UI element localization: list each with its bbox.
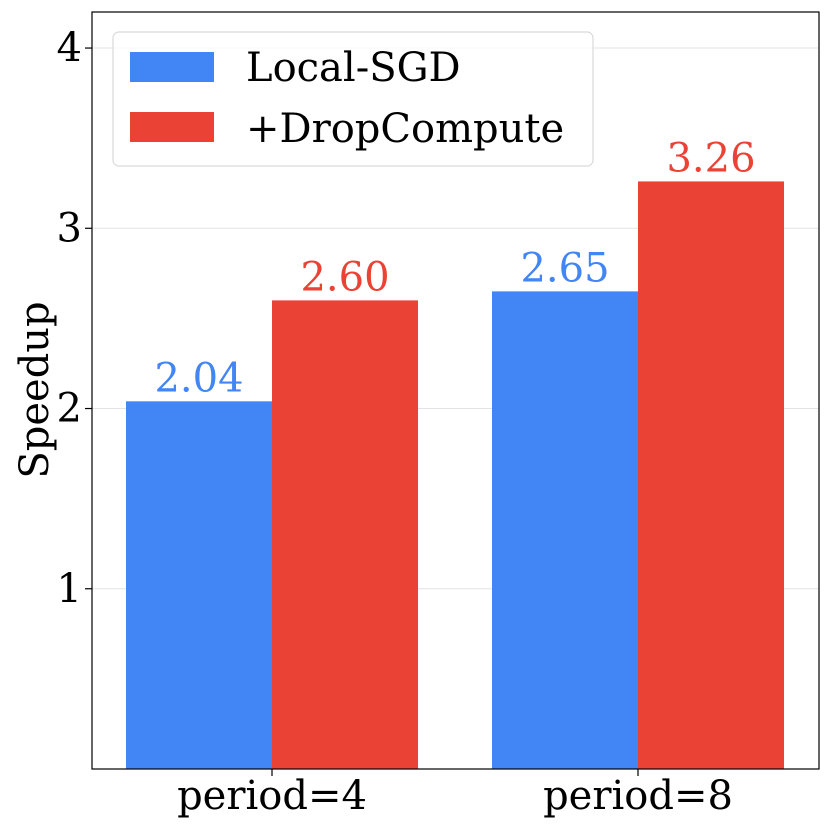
value-label-dropcompute-period-8: 3.26 — [666, 135, 755, 181]
legend-swatch-local-sgd — [130, 52, 214, 82]
legend-swatch-dropcompute — [130, 112, 214, 142]
bars — [126, 181, 784, 769]
value-label-local-sgd-period-4: 2.04 — [154, 355, 243, 401]
x-tick-label-period-4: period=4 — [177, 773, 367, 819]
value-label-local-sgd-period-8: 2.65 — [520, 245, 609, 291]
value-labels: 2.04 2.65 2.60 3.26 — [154, 135, 755, 401]
legend-label-local-sgd: Local-SGD — [246, 45, 461, 91]
y-tick-label-2: 2 — [57, 386, 82, 432]
bar-dropcompute-period-4 — [272, 300, 418, 769]
plot-frame — [91, 11, 820, 770]
value-label-dropcompute-period-4: 2.60 — [300, 254, 389, 300]
legend-label-dropcompute: +DropCompute — [246, 106, 564, 152]
legend: Local-SGD +DropCompute — [112, 31, 594, 167]
bar-local-sgd-period-8 — [492, 291, 638, 769]
y-tick-label-4: 4 — [57, 25, 82, 71]
bar-dropcompute-period-8 — [638, 181, 784, 769]
bar-local-sgd-period-4 — [126, 401, 272, 769]
y-tick-label-3: 3 — [57, 205, 82, 251]
x-tick-label-period-8: period=8 — [543, 773, 733, 819]
y-axis-label: Speedup — [12, 301, 58, 478]
y-tick-label-1: 1 — [57, 566, 82, 612]
axes: 1 2 3 4 period=4 period=8 — [57, 25, 733, 819]
legend-frame — [112, 31, 594, 167]
